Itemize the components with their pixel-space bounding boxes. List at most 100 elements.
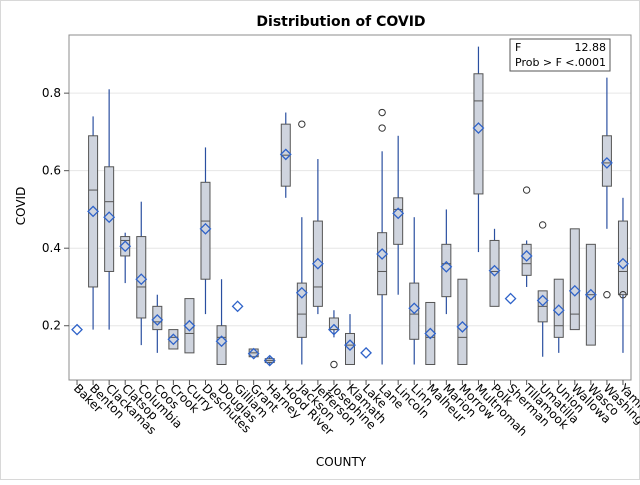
iqr-box	[296, 282, 307, 338]
iqr-box	[88, 135, 99, 288]
box-polk	[488, 228, 501, 307]
iqr-box	[521, 243, 532, 276]
box-marion	[440, 209, 453, 315]
box-union	[552, 278, 565, 353]
mean-marker	[199, 222, 212, 235]
mean-marker	[247, 347, 260, 360]
y-tick-label: 0.6	[42, 164, 61, 178]
iqr-box	[569, 228, 580, 331]
mean-marker	[376, 248, 389, 260]
mean-marker	[328, 323, 340, 336]
box-sherman	[504, 292, 517, 305]
mean-marker	[472, 122, 485, 134]
mean-marker	[504, 292, 517, 305]
outlier-point	[298, 120, 306, 128]
mean-marker	[119, 240, 132, 253]
mean-marker	[456, 320, 469, 333]
stats-p-value: <.0001	[565, 56, 606, 69]
box-clatsop	[119, 232, 132, 284]
box-multnomah	[472, 46, 485, 253]
outlier-point	[538, 221, 547, 229]
box-lane	[376, 108, 389, 365]
mean-marker	[167, 333, 180, 346]
box-morrow	[456, 278, 469, 365]
iqr-box	[168, 329, 179, 350]
iqr-box	[377, 232, 388, 296]
chart-title: Distribution of COVID	[256, 14, 425, 30]
mean-marker	[617, 257, 629, 270]
iqr-box	[409, 282, 420, 340]
box-baker	[71, 323, 83, 336]
mean-marker	[392, 207, 405, 220]
box-jackson	[295, 120, 308, 365]
box-deschutes	[199, 147, 212, 315]
box-douglas	[215, 279, 228, 365]
mean-marker	[552, 304, 565, 317]
box-hood-river	[279, 112, 292, 198]
mean-marker	[360, 346, 372, 359]
y-tick-label: 0.2	[42, 319, 61, 333]
iqr-box	[441, 243, 452, 298]
stats-p-label: Prob > F	[515, 56, 562, 69]
outlier-point	[522, 186, 531, 194]
box-columbia	[135, 201, 148, 346]
iqr-box	[216, 325, 227, 365]
box-lincoln	[392, 135, 405, 295]
iqr-box	[136, 236, 147, 319]
outlier-point	[619, 291, 627, 299]
x-axis-label: COUNTY	[316, 455, 367, 469]
iqr-box	[104, 166, 115, 272]
box-wasco	[584, 243, 597, 346]
box-tillamook	[520, 186, 533, 287]
box-yamhill	[617, 197, 629, 353]
mean-marker	[408, 302, 421, 315]
y-tick-label: 0.8	[42, 86, 61, 100]
box-curry	[183, 298, 196, 354]
iqr-box	[553, 278, 564, 338]
stats-box: F 12.88 Prob > F <.0001	[509, 38, 611, 72]
iqr-box	[120, 236, 131, 257]
mean-marker	[600, 157, 613, 169]
y-tick-label: 0.4	[42, 241, 61, 255]
y-axis-label: COVID	[14, 187, 28, 226]
stats-box-border	[509, 38, 611, 72]
box-klamath	[344, 314, 356, 365]
box-gilliam	[231, 300, 244, 313]
box-clackamas	[103, 89, 116, 330]
mean-marker	[311, 257, 324, 270]
mean-marker	[103, 211, 116, 224]
mean-marker	[151, 313, 164, 326]
box-crook	[167, 329, 180, 350]
mean-marker	[295, 286, 308, 299]
mean-marker	[279, 148, 292, 161]
mean-marker	[135, 273, 148, 286]
iqr-box	[200, 181, 211, 280]
mean-marker	[344, 339, 356, 352]
mean-marker	[215, 335, 228, 348]
box-jefferson	[311, 159, 324, 315]
mean-marker	[440, 260, 453, 273]
box-lake	[360, 346, 372, 359]
stats-f-label: F	[515, 41, 521, 54]
mean-marker	[520, 250, 533, 262]
x-axis-ticks: BakerBentonClackamasClatsopColumbiaCoosC…	[71, 380, 640, 441]
iqr-box	[425, 301, 436, 365]
box-josephine	[328, 310, 340, 369]
mean-marker	[584, 288, 597, 301]
box-wallowa	[568, 228, 581, 331]
outlier-point	[378, 124, 386, 132]
stats-f-value: 12.88	[575, 41, 607, 54]
box-linn	[408, 217, 421, 365]
iqr-box	[393, 197, 404, 245]
mean-marker	[263, 354, 276, 367]
mean-marker	[568, 284, 581, 297]
box-grant	[247, 347, 260, 360]
mean-marker	[536, 294, 549, 307]
iqr-box	[489, 239, 500, 307]
mean-marker	[183, 319, 196, 332]
iqr-box	[312, 220, 323, 307]
mean-marker	[87, 205, 100, 218]
outlier-point	[378, 108, 386, 117]
